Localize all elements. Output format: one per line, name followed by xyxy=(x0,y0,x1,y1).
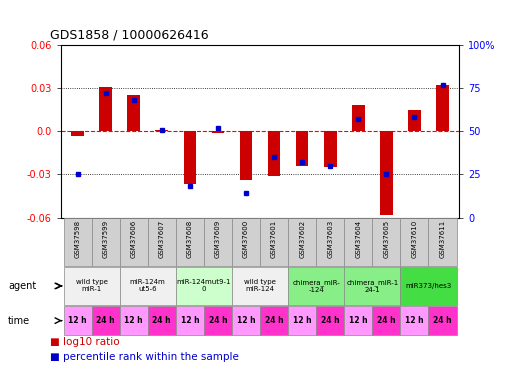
Bar xyxy=(400,267,457,305)
Text: 12 h: 12 h xyxy=(237,316,256,325)
Text: 12 h: 12 h xyxy=(349,316,367,325)
Text: 24 h: 24 h xyxy=(153,316,171,325)
Bar xyxy=(212,131,224,133)
Bar xyxy=(232,217,260,266)
Bar xyxy=(400,217,429,266)
Text: 24 h: 24 h xyxy=(209,316,227,325)
Text: GSM37599: GSM37599 xyxy=(102,220,109,258)
Bar xyxy=(155,130,168,131)
Bar xyxy=(324,131,336,167)
Text: GSM37606: GSM37606 xyxy=(131,220,137,258)
Bar xyxy=(176,306,204,335)
Text: 24 h: 24 h xyxy=(433,316,452,325)
Bar xyxy=(344,217,372,266)
Bar xyxy=(63,217,91,266)
Bar xyxy=(268,131,280,176)
Text: agent: agent xyxy=(8,281,36,291)
Text: miR-124mut9-1
0: miR-124mut9-1 0 xyxy=(177,279,231,292)
Bar xyxy=(288,267,344,305)
Bar xyxy=(296,131,308,166)
Text: 12 h: 12 h xyxy=(293,316,312,325)
Bar xyxy=(429,306,457,335)
Bar xyxy=(120,267,176,305)
Bar xyxy=(344,306,372,335)
Bar xyxy=(148,306,176,335)
Bar xyxy=(63,267,120,305)
Text: GSM37608: GSM37608 xyxy=(187,220,193,258)
Text: GSM37604: GSM37604 xyxy=(355,220,361,258)
Text: miR-124m
ut5-6: miR-124m ut5-6 xyxy=(130,279,166,292)
Bar xyxy=(352,105,365,131)
Text: ■ log10 ratio: ■ log10 ratio xyxy=(50,337,120,347)
Text: 24 h: 24 h xyxy=(321,316,340,325)
Bar xyxy=(184,131,196,184)
Bar xyxy=(120,217,148,266)
Text: 12 h: 12 h xyxy=(181,316,199,325)
Text: 24 h: 24 h xyxy=(265,316,284,325)
Bar xyxy=(288,306,316,335)
Text: GSM37611: GSM37611 xyxy=(439,220,446,258)
Bar xyxy=(63,306,91,335)
Text: 24 h: 24 h xyxy=(377,316,395,325)
Text: time: time xyxy=(8,316,30,326)
Text: wild type
miR-1: wild type miR-1 xyxy=(76,279,108,292)
Bar xyxy=(71,131,84,136)
Bar xyxy=(380,131,393,214)
Bar xyxy=(400,306,429,335)
Text: wild type
miR-124: wild type miR-124 xyxy=(244,279,276,292)
Bar xyxy=(127,95,140,131)
Text: GSM37598: GSM37598 xyxy=(74,220,81,258)
Text: 12 h: 12 h xyxy=(405,316,424,325)
Bar xyxy=(204,217,232,266)
Text: GSM37602: GSM37602 xyxy=(299,220,305,258)
Text: 12 h: 12 h xyxy=(125,316,143,325)
Text: chimera_miR-1
24-1: chimera_miR-1 24-1 xyxy=(346,279,399,293)
Text: GSM37607: GSM37607 xyxy=(159,220,165,258)
Bar xyxy=(372,217,400,266)
Bar xyxy=(232,306,260,335)
Text: GSM37610: GSM37610 xyxy=(411,220,418,258)
Bar xyxy=(316,217,344,266)
Text: 12 h: 12 h xyxy=(68,316,87,325)
Text: 24 h: 24 h xyxy=(96,316,115,325)
Bar xyxy=(429,217,457,266)
Text: GSM37605: GSM37605 xyxy=(383,220,389,258)
Bar xyxy=(344,267,400,305)
Bar xyxy=(120,306,148,335)
Bar xyxy=(316,306,344,335)
Text: GSM37600: GSM37600 xyxy=(243,220,249,258)
Bar xyxy=(240,131,252,180)
Text: GSM37609: GSM37609 xyxy=(215,220,221,258)
Bar xyxy=(204,306,232,335)
Bar xyxy=(436,85,449,131)
Bar xyxy=(372,306,400,335)
Bar xyxy=(176,217,204,266)
Text: ■ percentile rank within the sample: ■ percentile rank within the sample xyxy=(50,352,239,362)
Bar xyxy=(260,306,288,335)
Bar xyxy=(260,217,288,266)
Bar xyxy=(148,217,176,266)
Bar xyxy=(288,217,316,266)
Text: GDS1858 / 10000626416: GDS1858 / 10000626416 xyxy=(50,28,209,41)
Bar xyxy=(232,267,288,305)
Bar xyxy=(91,217,120,266)
Bar xyxy=(176,267,232,305)
Bar xyxy=(408,110,421,131)
Text: GSM37603: GSM37603 xyxy=(327,220,333,258)
Bar xyxy=(91,306,120,335)
Bar xyxy=(99,87,112,131)
Text: chimera_miR-
-124: chimera_miR- -124 xyxy=(293,279,340,293)
Text: miR373/hes3: miR373/hes3 xyxy=(406,283,451,289)
Text: GSM37601: GSM37601 xyxy=(271,220,277,258)
